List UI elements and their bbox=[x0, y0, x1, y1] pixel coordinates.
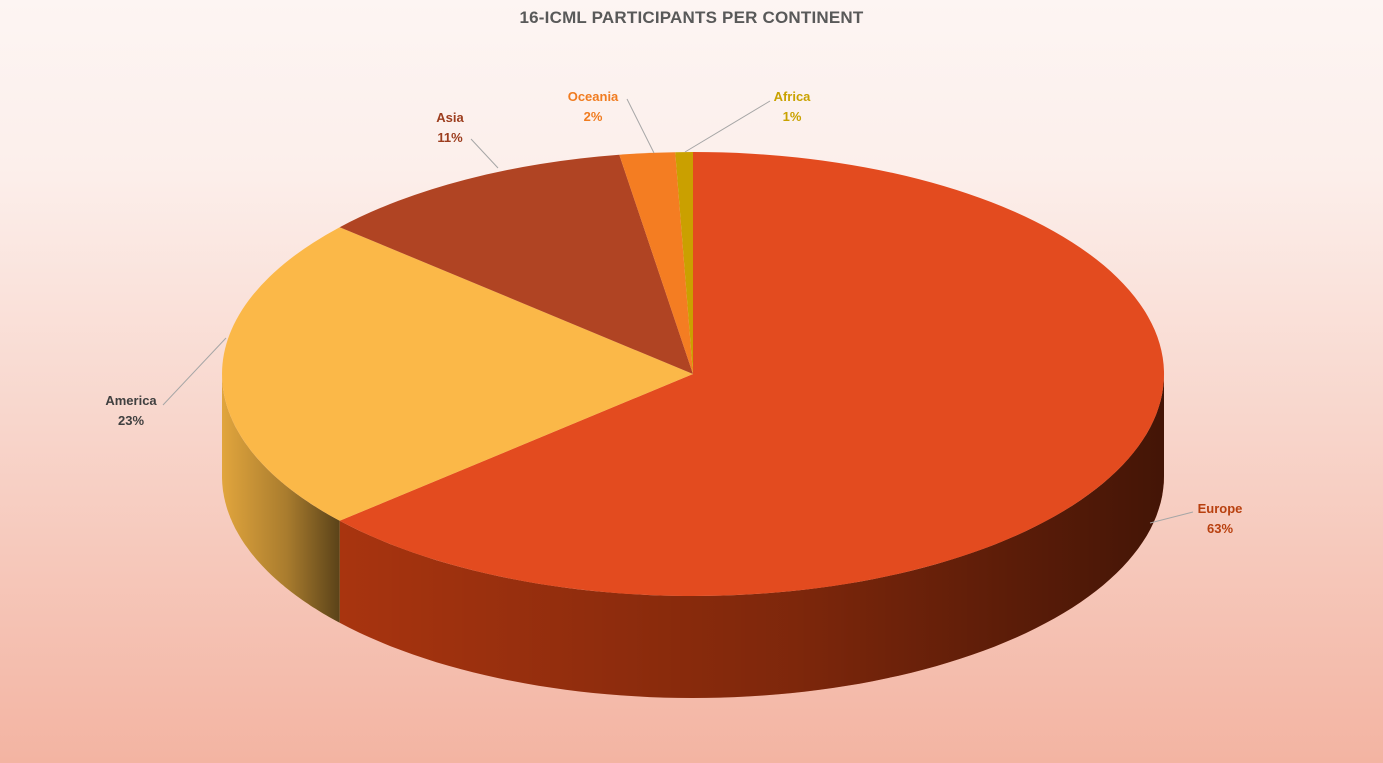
pie-slice-oceania bbox=[619, 152, 693, 374]
slice-label-europe: Europe bbox=[1198, 501, 1243, 516]
pie-side-shade-europe bbox=[339, 374, 1164, 698]
pie-slice-africa bbox=[675, 152, 693, 374]
leader-line-africa bbox=[684, 100, 771, 153]
chart-title: 16-ICML PARTICIPANTS PER CONTINENT bbox=[519, 8, 864, 27]
slice-percent-europe: 63% bbox=[1207, 521, 1233, 536]
slice-label-oceania: Oceania bbox=[568, 89, 619, 104]
pie-slice-asia bbox=[339, 154, 693, 374]
slice-label-africa: Africa bbox=[774, 89, 812, 104]
slice-percent-oceania: 2% bbox=[584, 109, 603, 124]
leader-line-america bbox=[162, 337, 227, 406]
slice-percent-asia: 11% bbox=[437, 130, 463, 145]
leader-line-europe bbox=[1149, 511, 1194, 524]
slice-label-america: America bbox=[105, 393, 157, 408]
slice-label-asia: Asia bbox=[436, 110, 464, 125]
leader-line-oceania bbox=[626, 98, 655, 154]
slice-percent-africa: 1% bbox=[783, 109, 802, 124]
pie-slice-america bbox=[222, 227, 693, 521]
leader-line-asia bbox=[470, 138, 499, 169]
slice-percent-america: 23% bbox=[118, 413, 144, 428]
pie-side-shade-america bbox=[222, 374, 340, 623]
pie-slice-europe bbox=[339, 152, 1165, 597]
